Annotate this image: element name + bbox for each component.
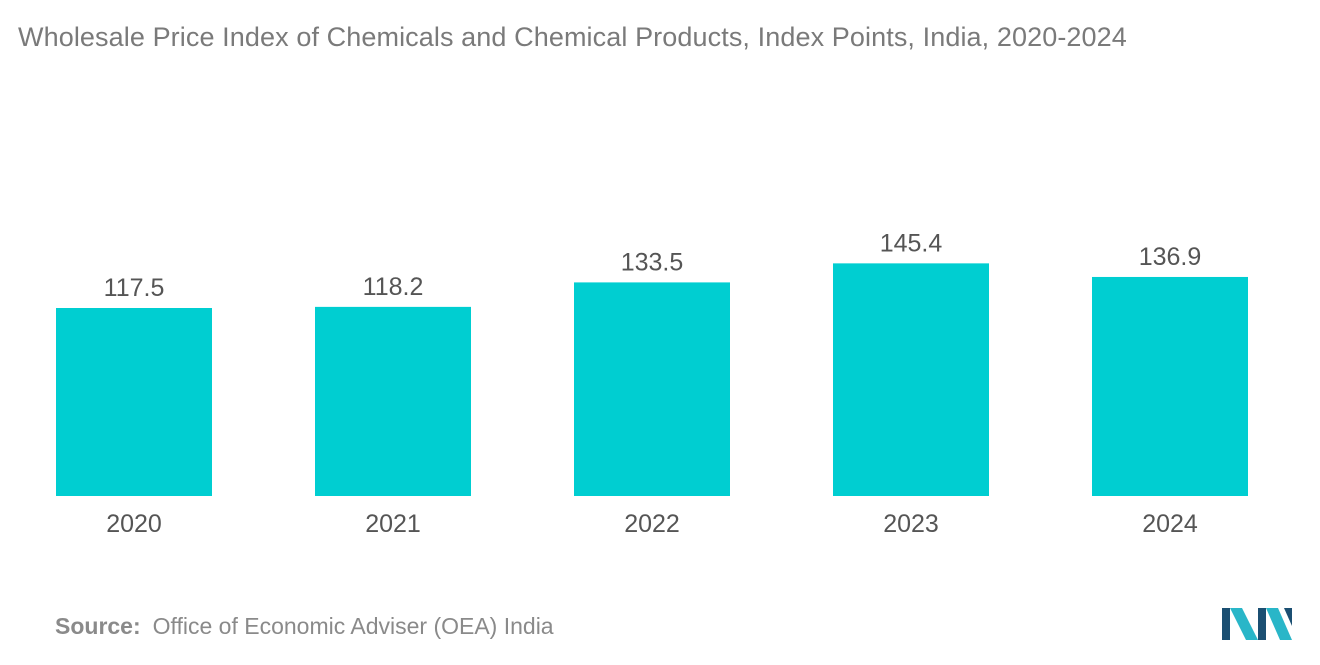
x-tick-label-2021: 2021 — [365, 510, 421, 538]
x-tick-label-2022: 2022 — [624, 510, 680, 538]
data-label-2020: 117.5 — [104, 274, 165, 302]
bar-chart: 117.5 2020 118.2 2021 133.5 2022 145.4 2023 136.… — [56, 229, 1248, 538]
source-note: Source: Office of Economic Adviser (OEA) … — [55, 613, 554, 640]
x-tick-label-2024: 2024 — [1142, 510, 1198, 538]
bar-2021 — [315, 306, 471, 496]
data-label-2022: 133.5 — [621, 248, 684, 276]
x-tick-label-2020: 2020 — [106, 510, 162, 538]
bar-2024 — [1092, 276, 1248, 496]
bar-2022 — [574, 282, 730, 496]
source-text: Office of Economic Adviser (OEA) India — [152, 613, 554, 639]
data-label-2021: 118.2 — [363, 273, 424, 301]
data-label-2024: 136.9 — [1139, 243, 1202, 271]
mordor-intelligence-logo-icon — [1222, 608, 1292, 640]
chart-title: Wholesale Price Index of Chemicals and C… — [18, 22, 1127, 52]
bar-2023 — [833, 263, 989, 496]
source-label: Source: — [55, 613, 141, 639]
data-label-2023: 145.4 — [880, 229, 943, 257]
x-tick-label-2023: 2023 — [883, 510, 939, 538]
bar-2020 — [56, 308, 212, 496]
